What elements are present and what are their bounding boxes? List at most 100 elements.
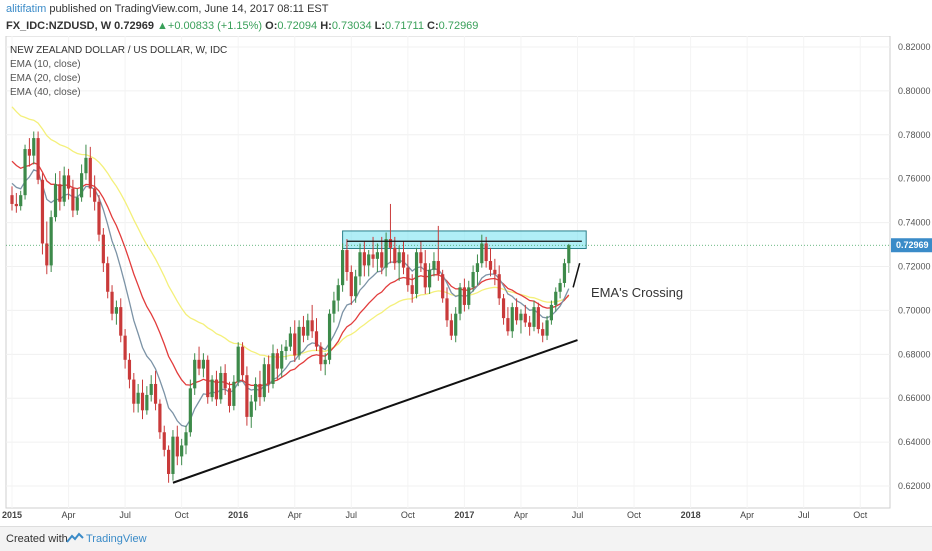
candle-body [288,333,292,347]
candle-body [193,359,197,389]
candle-body [132,379,136,404]
price-axis[interactable]: 0.62000 0.64000 0.66000 0.68000 0.70000 0.720… [891,42,932,491]
candle-body [236,346,240,382]
legend-ema40[interactable]: EMA (40, close) [10,87,81,98]
x-tick-label: 2017 [454,510,474,520]
candle-body [223,372,227,389]
symbol-label: FX_IDC:NZDUSD, W [6,20,112,32]
candle-body [345,250,349,272]
candle-body [501,298,506,319]
candle-body [423,263,427,288]
open-label: O: [265,20,278,32]
candle-body [536,307,540,330]
ohlc-line: FX_IDC:NZDUSD, W 0.72969 ▲+0.00833 (+1.1… [6,20,478,32]
ema10-line [11,168,570,428]
candle-body [371,254,375,259]
candle-body [419,252,423,264]
candle-body [506,318,510,332]
ema-crossing-annotation[interactable]: EMA's Crossing [591,285,683,300]
x-tick-label: Apr [514,510,528,520]
candle-body [349,272,353,297]
candle-body [110,291,114,314]
candle-body [484,243,488,262]
candle-body [158,403,162,433]
candle-body [306,320,310,336]
candle-body [119,307,123,336]
x-tick-label: Jul [798,510,810,520]
x-tick-label: Jul [119,510,131,520]
candle-body [62,175,66,202]
candle-body [532,307,536,327]
candle-body [40,179,45,244]
legend-ema20[interactable]: EMA (20, close) [10,73,81,84]
candle-body [358,252,362,277]
candle-body [106,263,110,292]
candle-body [10,195,14,204]
high-label: H: [320,20,332,32]
high-value: 0.73034 [331,20,372,32]
candle-body [88,157,92,189]
candle-body [114,307,118,314]
current-price-label: 0.72969 [896,240,929,250]
x-tick-label: Oct [627,510,642,520]
candle-body [336,285,340,301]
candle-body [541,329,545,336]
tradingview-logo-icon [66,532,84,543]
candle-body [319,346,323,365]
candles [10,131,571,483]
candle-body [201,359,205,369]
x-tick-label: Apr [288,510,302,520]
legend-ema10[interactable]: EMA (10, close) [10,59,81,70]
time-axis[interactable]: 2015 Apr Jul Oct 2016 Apr Jul Oct 2017 Apr Jul Oct 2… [2,510,868,520]
publish-info: published on TradingView.com, June 14, 2… [46,3,329,15]
candle-body [80,173,84,198]
candle-body [75,197,79,211]
candle-body [245,375,249,417]
candle-body [284,346,288,352]
x-tick-label: Jul [572,510,584,520]
candle-body [240,346,245,376]
candle-body [458,287,462,314]
candle-body [49,217,53,266]
candle-body [545,320,549,336]
x-tick-label: Oct [853,510,868,520]
candle-body [127,359,132,380]
tradingview-link[interactable]: TradingView [86,533,147,545]
price-change: +0.00833 (+1.15%) [167,20,263,32]
legend-title: NEW ZEALAND DOLLAR / US DOLLAR, W, IDC [10,45,227,56]
price-chart[interactable]: 0.62000 0.64000 0.66000 0.68000 0.70000 0.720… [0,35,932,524]
candle-body [93,188,97,202]
candle-body [332,300,336,314]
candle-body [362,252,366,266]
candle-body [393,247,397,264]
candle-body [515,307,519,321]
candle-body [375,252,379,259]
candle-body [97,201,101,235]
resistance-zone-layer [342,230,587,250]
drawing-lines [6,240,890,484]
candle-body [327,313,332,360]
candle-body [410,285,414,294]
candle-body [341,250,345,286]
y-tick-label: 0.64000 [898,437,931,447]
candle-body [58,184,62,202]
candle-body [249,401,253,417]
candle-body [14,203,18,207]
support-trendline [172,339,578,484]
candle-body [232,381,236,406]
candle-body [267,364,271,384]
candle-body [480,243,484,264]
candle-body [354,276,358,297]
publish-line: alitifatim published on TradingView.com,… [6,3,328,15]
chart-area[interactable]: 0.62000 0.64000 0.66000 0.68000 0.70000 0.720… [0,35,932,524]
candle-body [367,254,371,266]
candle-body [149,383,153,395]
candle-body [27,149,31,156]
candle-body [280,351,284,369]
candle-body [214,379,219,400]
candle-body [441,274,445,299]
close-label: C: [427,20,439,32]
author-link[interactable]: alitifatim [6,3,47,15]
candle-body [66,175,71,189]
candle-body [519,313,523,321]
